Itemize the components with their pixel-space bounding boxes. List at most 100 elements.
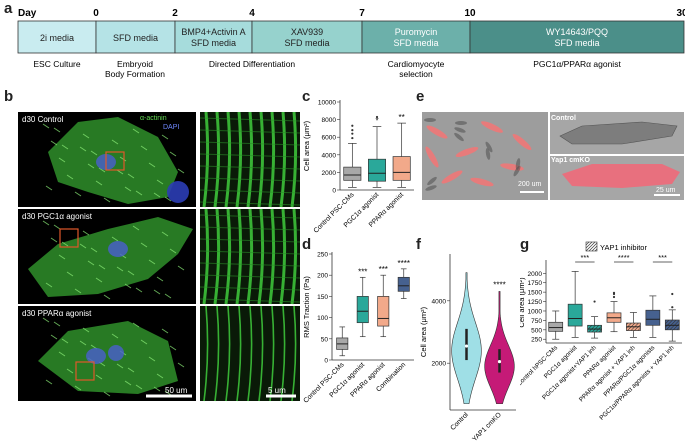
stage-label-4: SFD media bbox=[393, 38, 438, 48]
striation bbox=[87, 260, 95, 266]
panel-label-c: c bbox=[302, 88, 311, 105]
zoom-cross bbox=[199, 201, 300, 206]
legend-label: YAP1 inhibitor bbox=[600, 243, 647, 252]
striation bbox=[66, 174, 74, 180]
striation bbox=[66, 271, 74, 277]
zoom-cross bbox=[199, 165, 300, 170]
panel-label-d: d bbox=[302, 236, 312, 253]
striation bbox=[161, 134, 169, 140]
y-axis-label: RMS Traction (Pa) bbox=[302, 276, 311, 338]
box-1 bbox=[356, 276, 369, 338]
box-body bbox=[343, 166, 362, 181]
legend-hatch bbox=[585, 241, 596, 252]
day-tick-7: 7 bbox=[359, 8, 365, 19]
zoom-cross bbox=[199, 298, 300, 303]
stage-label-3: XAV939 bbox=[291, 27, 323, 37]
y-tick-label: 50 bbox=[321, 336, 329, 343]
striation bbox=[45, 282, 53, 288]
stage-caption-4: PGC1α/PPARα agonist bbox=[533, 59, 621, 69]
striation bbox=[58, 254, 66, 260]
cell-body bbox=[38, 321, 178, 394]
hatch-line bbox=[665, 320, 670, 325]
legend-hatch bbox=[591, 245, 598, 252]
zoom-striation bbox=[225, 305, 231, 402]
zoom-striation bbox=[247, 305, 253, 402]
zoom-striation bbox=[214, 305, 220, 402]
striation bbox=[87, 163, 95, 169]
box-2 bbox=[587, 300, 610, 339]
striation bbox=[124, 283, 132, 289]
legend-hatch bbox=[585, 241, 593, 249]
striation bbox=[177, 362, 185, 368]
stage-box-1 bbox=[95, 20, 176, 54]
zoom-striation bbox=[236, 305, 242, 402]
hatch-line bbox=[598, 329, 602, 333]
day-tick-30: 30 bbox=[676, 8, 685, 19]
striation bbox=[82, 133, 90, 139]
zoom-striation bbox=[257, 208, 265, 305]
chart-f-violin: Cell area (μm²) 2000 4000 Control **** YAP1 c… bbox=[419, 254, 516, 443]
panel-label-e: e bbox=[416, 88, 425, 105]
violin-median bbox=[497, 360, 502, 364]
scale-bar-label-5um: 5 um bbox=[268, 386, 286, 395]
outlier-point bbox=[351, 136, 354, 140]
striation bbox=[66, 368, 74, 374]
zoom-cross bbox=[199, 274, 300, 279]
stage-box-5 bbox=[469, 20, 685, 54]
striation bbox=[127, 270, 135, 276]
y-tick-label: 2000 bbox=[528, 271, 543, 278]
scale-bar-label-50um: 50 um bbox=[165, 386, 188, 395]
zoom-striation bbox=[268, 208, 276, 305]
cell-gray bbox=[485, 148, 491, 160]
striation bbox=[53, 321, 61, 327]
striation bbox=[53, 224, 61, 230]
striation bbox=[177, 265, 185, 271]
cell-gray bbox=[454, 127, 466, 133]
striation bbox=[61, 144, 69, 150]
striation bbox=[82, 327, 90, 333]
yap1-cell bbox=[562, 164, 680, 188]
zoom-striation bbox=[268, 112, 276, 208]
striation bbox=[90, 150, 98, 156]
hatch-line bbox=[603, 325, 610, 332]
legend-alpha-actinin: α-actinin bbox=[140, 115, 167, 122]
box-body bbox=[377, 296, 390, 327]
chart-d-traction-box: RMS Traction (Pa)050100150200250Control … bbox=[302, 252, 414, 405]
striation bbox=[156, 276, 164, 282]
striation bbox=[127, 173, 135, 179]
box-body bbox=[567, 303, 583, 327]
x-category-label: Control PSC-CMs bbox=[313, 191, 357, 235]
cell-gray bbox=[424, 118, 436, 122]
striation bbox=[116, 266, 124, 272]
striation bbox=[61, 241, 69, 247]
day-tick-10: 10 bbox=[464, 8, 476, 19]
nucleus bbox=[86, 348, 106, 364]
significance-bracket-label: **** bbox=[618, 253, 630, 262]
stage-label-3: SFD media bbox=[284, 38, 329, 48]
striation bbox=[164, 390, 172, 396]
zoom-striation bbox=[235, 208, 243, 305]
y-tick-label: 1000 bbox=[528, 308, 543, 315]
striation bbox=[148, 356, 156, 362]
striation bbox=[169, 151, 177, 157]
box-body bbox=[368, 158, 386, 182]
striation bbox=[140, 339, 148, 345]
y-tick-label: 500 bbox=[531, 327, 542, 334]
striation bbox=[79, 146, 87, 152]
legend-dapi: DAPI bbox=[163, 124, 180, 131]
striation bbox=[42, 220, 50, 226]
hatch-line bbox=[676, 326, 680, 330]
outlier-point bbox=[593, 300, 596, 303]
zoom-region-box bbox=[59, 228, 79, 248]
zoom-striation bbox=[257, 112, 265, 208]
zoom-striation bbox=[213, 208, 221, 305]
stage-box-0 bbox=[17, 20, 97, 54]
significance-label: *** bbox=[358, 267, 367, 276]
zoom-striation bbox=[279, 208, 287, 305]
striation bbox=[148, 162, 156, 168]
chart-g-yap1-box: Cell area (μm²) 250 500 750 1000 1250 1500 1750… bbox=[520, 241, 682, 422]
significance-label: **** bbox=[398, 259, 410, 268]
image-row-2 bbox=[18, 305, 300, 402]
zoom-region-box bbox=[105, 151, 125, 171]
zoom-striation bbox=[290, 112, 298, 208]
